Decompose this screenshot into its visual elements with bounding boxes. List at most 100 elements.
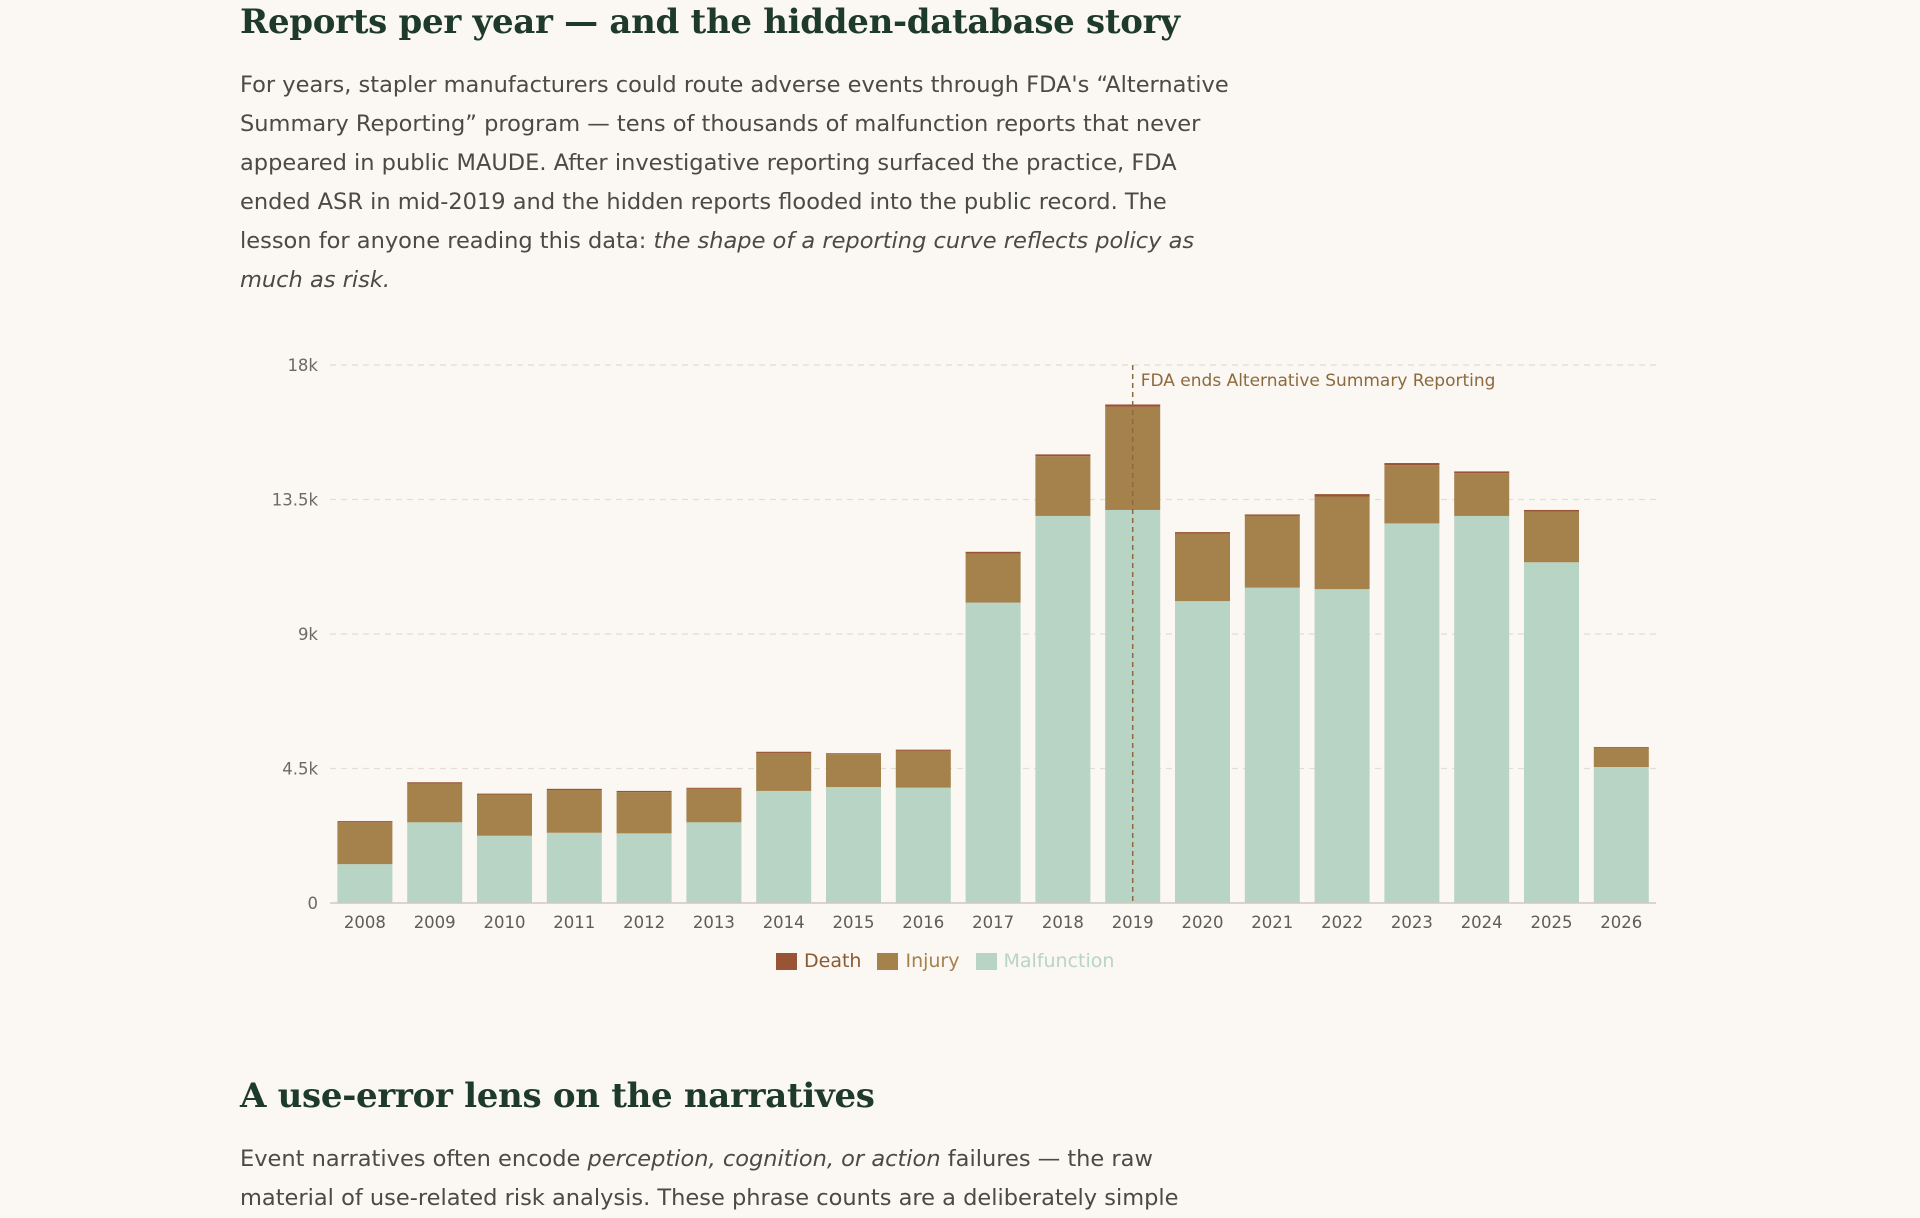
legend-label: Death — [804, 950, 862, 972]
y-tick-label: 4.5k — [282, 760, 318, 779]
bar-malfunction — [686, 822, 742, 903]
bar-death — [1384, 463, 1440, 466]
bar-malfunction — [546, 832, 602, 903]
x-tick-label: 2008 — [344, 913, 386, 932]
bar-injury — [1314, 496, 1370, 590]
bar-injury — [407, 783, 463, 823]
x-tick-label: 2018 — [1042, 913, 1084, 932]
bar-death — [686, 787, 742, 789]
y-tick-label: 18k — [287, 356, 318, 375]
x-tick-label: 2020 — [1182, 913, 1224, 932]
chart-legend: Death Injury Malfunction — [776, 950, 1130, 972]
legend-label: Injury — [905, 950, 960, 972]
bar-malfunction — [1244, 587, 1300, 903]
reports-per-year-chart: 0 4.5k 9k 13.5k 18k 2008 2009 2010 2011 2012 2013 2… — [272, 356, 1656, 932]
bar-death — [337, 821, 393, 823]
legend-item-death: Death — [776, 950, 861, 972]
bar-death — [1593, 746, 1649, 748]
section2-paragraph: Event narratives often encode perception… — [240, 1140, 1240, 1218]
bar-death — [1524, 509, 1579, 512]
legend-swatch — [776, 952, 797, 970]
bar-death — [546, 788, 602, 791]
x-tick-label: 2025 — [1531, 913, 1573, 932]
bar-injury — [546, 790, 602, 833]
x-tick-label: 2021 — [1251, 913, 1293, 932]
bar-injury — [1384, 465, 1440, 524]
bar-malfunction — [965, 602, 1021, 903]
bar-death — [895, 749, 951, 751]
x-tick-label: 2017 — [972, 913, 1014, 932]
bar-injury — [1593, 747, 1649, 768]
bar-malfunction — [407, 822, 463, 903]
x-tick-label: 2019 — [1112, 913, 1154, 932]
intro-text: For years, stapler manufacturers could r… — [240, 72, 1229, 254]
bar-malfunction — [756, 790, 812, 903]
bar-death — [1314, 494, 1370, 497]
bar-injury — [616, 792, 672, 834]
bar-injury — [826, 754, 881, 788]
bar-malfunction — [1384, 523, 1440, 903]
x-tick-label: 2012 — [623, 913, 665, 932]
bar-injury — [1244, 515, 1300, 588]
bar-death — [756, 751, 812, 753]
bar-injury — [477, 794, 532, 836]
bar-injury — [1175, 533, 1230, 602]
bar-malfunction — [477, 835, 532, 903]
legend-label: Malfunction — [1003, 950, 1115, 972]
bar-injury — [686, 788, 742, 823]
bar-death — [477, 793, 532, 795]
axes: 0 4.5k 9k 13.5k 18k 2008 2009 2010 2011 2012 2013 2… — [272, 356, 1656, 932]
bar-death — [407, 782, 463, 784]
annotation: FDA ends Alternative Summary Reporting — [1131, 365, 1496, 903]
section2-title: A use-error lens on the narratives — [240, 1076, 875, 1116]
intro-paragraph: For years, stapler manufacturers could r… — [240, 66, 1240, 300]
section2-emphasis: perception, cognition, or action — [587, 1146, 941, 1172]
legend-item-malfunction: Malfunction — [975, 950, 1115, 972]
annotation-label: FDA ends Alternative Summary Reporting — [1141, 371, 1496, 391]
x-tick-label: 2026 — [1600, 913, 1642, 932]
bar-malfunction — [616, 833, 672, 903]
bar-malfunction — [1524, 562, 1579, 903]
bar-malfunction — [1175, 601, 1230, 903]
bar-malfunction — [826, 787, 881, 903]
bar-injury — [1524, 511, 1579, 563]
section2-text-pre: Event narratives often encode — [240, 1146, 588, 1172]
x-tick-label: 2011 — [553, 913, 595, 932]
x-tick-label: 2010 — [484, 913, 526, 932]
legend-swatch — [975, 952, 997, 970]
section-title: Reports per year — and the hidden-databa… — [240, 2, 1180, 42]
bar-death — [1244, 514, 1300, 516]
x-tick-label: 2013 — [693, 913, 735, 932]
x-tick-label: 2023 — [1391, 913, 1433, 932]
bar-malfunction — [1593, 767, 1649, 903]
y-tick-label: 9k — [298, 625, 318, 644]
bar-death — [965, 551, 1021, 554]
bar-malfunction — [1314, 589, 1370, 903]
bar-injury — [1454, 473, 1510, 516]
bar-malfunction — [1454, 515, 1510, 903]
bar-death — [1454, 471, 1510, 474]
bar-injury — [895, 750, 951, 788]
bar-malfunction — [895, 787, 951, 903]
legend-swatch — [877, 952, 899, 970]
bar-death — [1175, 532, 1230, 534]
x-tick-label: 2016 — [902, 913, 944, 932]
x-tick-label: 2024 — [1461, 913, 1503, 932]
x-tick-label: 2015 — [833, 913, 875, 932]
legend-item-injury: Injury — [877, 950, 960, 972]
bar-death — [826, 753, 881, 755]
x-tick-label: 2022 — [1321, 913, 1363, 932]
bar-malfunction — [337, 864, 393, 903]
x-tick-label: 2009 — [414, 913, 456, 932]
y-tick-label: 13.5k — [272, 491, 319, 510]
bars — [337, 404, 1649, 903]
y-tick-label: 0 — [308, 894, 319, 913]
bar-injury — [965, 553, 1021, 603]
bar-injury — [337, 822, 393, 865]
bar-injury — [1035, 456, 1091, 516]
bar-injury — [756, 752, 812, 791]
x-tick-label: 2014 — [763, 913, 805, 932]
intro-emphasis: the shape of a reporting curve reflects … — [240, 228, 1195, 293]
bar-malfunction — [1035, 515, 1091, 903]
bar-death — [616, 790, 672, 793]
